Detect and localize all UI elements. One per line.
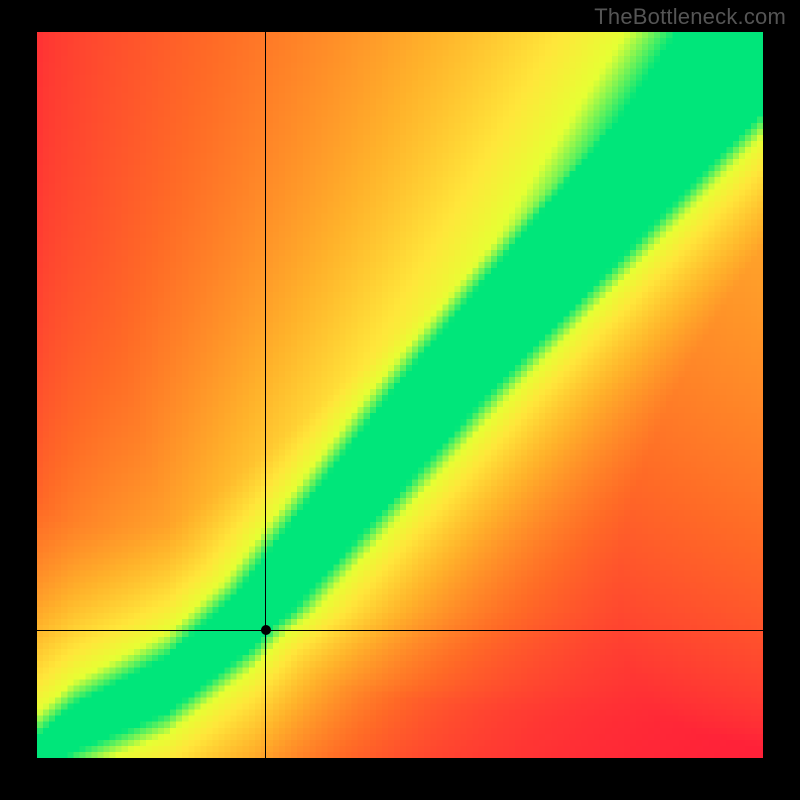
watermark-text: TheBottleneck.com [594, 4, 786, 30]
bottleneck-heatmap [37, 32, 763, 758]
crosshair-vertical [265, 32, 266, 758]
crosshair-marker-dot [261, 625, 271, 635]
heatmap-canvas [37, 32, 763, 758]
crosshair-horizontal [37, 630, 763, 631]
